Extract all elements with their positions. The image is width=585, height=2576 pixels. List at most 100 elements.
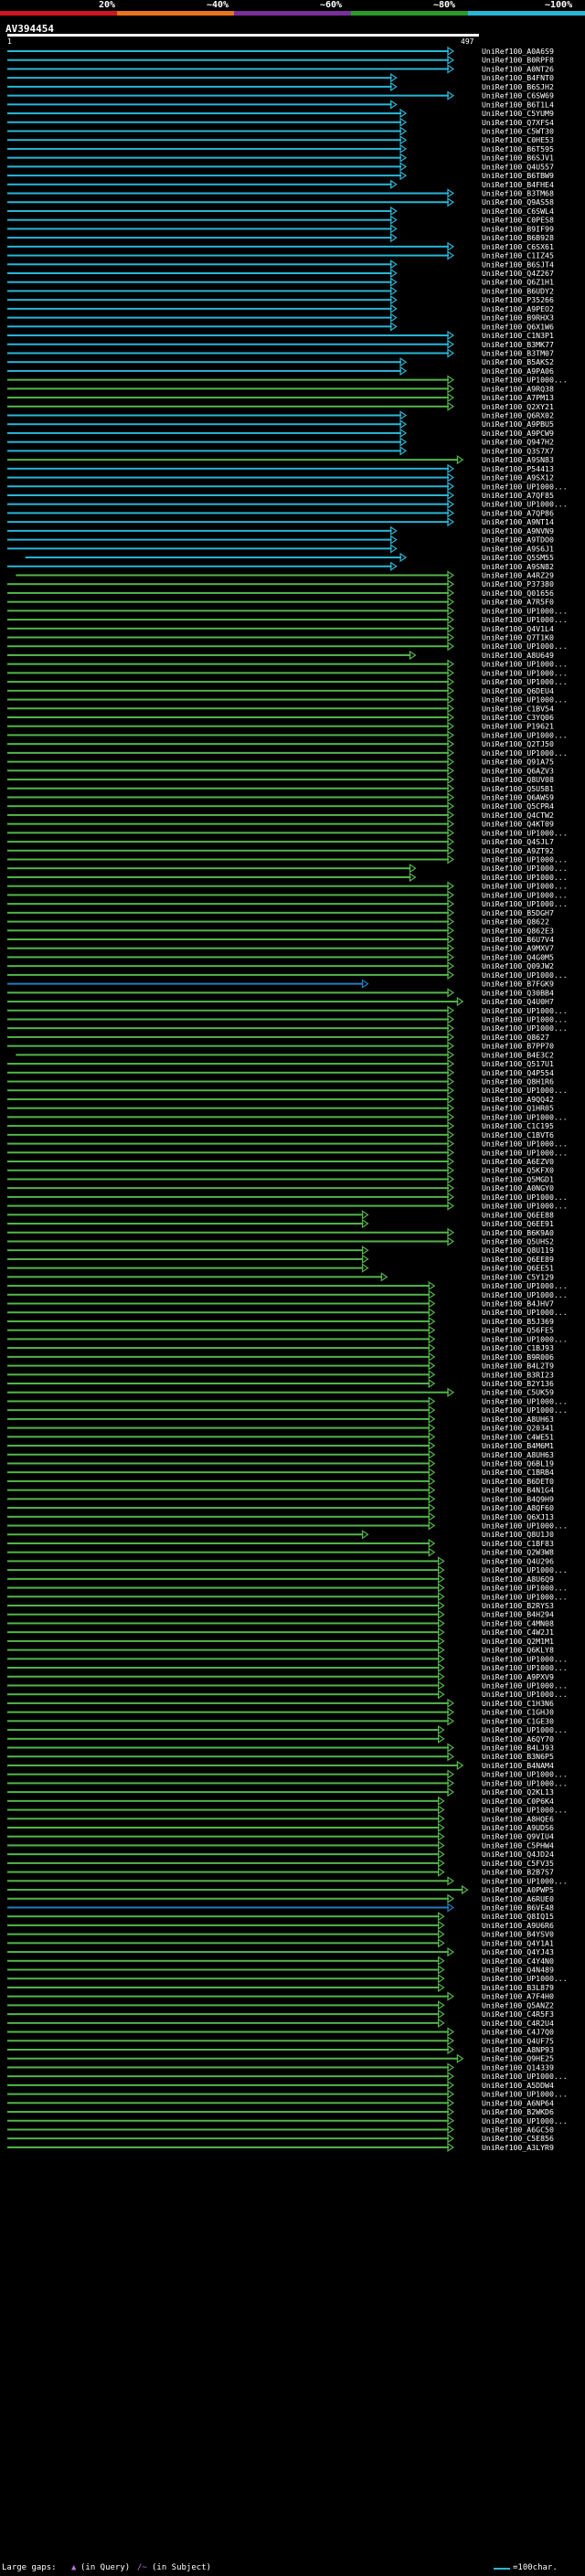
- hit-row[interactable]: UniRef100_UP1000...: [7, 872, 568, 883]
- hit-row[interactable]: UniRef100_UP1000...: [7, 676, 568, 687]
- hit-label[interactable]: UniRef100_C1C195: [482, 1121, 554, 1130]
- hit-row[interactable]: UniRef100_A8NP93: [7, 2044, 554, 2055]
- hit-bar[interactable]: [7, 653, 411, 656]
- hit-bar[interactable]: [7, 689, 449, 692]
- hit-bar[interactable]: [7, 1507, 431, 1510]
- hit-row[interactable]: UniRef100_Q947H2: [7, 437, 554, 447]
- hit-bar[interactable]: [7, 1880, 449, 1882]
- hit-bar[interactable]: [7, 1001, 459, 1003]
- hit-label[interactable]: UniRef100_B6SJH2: [482, 82, 554, 91]
- hit-bar[interactable]: [7, 440, 402, 443]
- hit-label[interactable]: UniRef100_A9RQ38: [482, 384, 554, 393]
- hit-bar[interactable]: [7, 619, 449, 621]
- hit-label[interactable]: UniRef100_P19621: [482, 722, 554, 731]
- hit-bar[interactable]: [7, 1214, 364, 1216]
- hit-row[interactable]: UniRef100_A9QQ42: [7, 1094, 554, 1105]
- hit-label[interactable]: UniRef100_UP1000...: [482, 730, 568, 739]
- hit-bar[interactable]: [7, 1498, 431, 1500]
- hit-bar[interactable]: [7, 1773, 449, 1776]
- hit-row[interactable]: UniRef100_Q2M1M1: [7, 1636, 554, 1647]
- hit-bar[interactable]: [7, 1257, 364, 1260]
- hit-label[interactable]: UniRef100_B9RHX3: [482, 313, 554, 323]
- hit-bar[interactable]: [7, 1995, 449, 1998]
- hit-label[interactable]: UniRef100_A9QQ42: [482, 1095, 554, 1104]
- hit-label[interactable]: UniRef100_A9NT14: [482, 517, 554, 526]
- hit-bar[interactable]: [7, 1400, 431, 1403]
- hit-label[interactable]: UniRef100_C5UK59: [482, 1388, 554, 1397]
- hit-bar[interactable]: [7, 610, 449, 612]
- hit-bar[interactable]: [7, 1861, 440, 1864]
- hit-label[interactable]: UniRef100_Q9VIU4: [482, 1832, 554, 1841]
- hit-bar[interactable]: [7, 467, 449, 470]
- hit-label[interactable]: UniRef100_UP1000...: [482, 873, 568, 882]
- hit-bar[interactable]: [7, 1799, 440, 1802]
- hit-row[interactable]: UniRef100_Q09JW2: [7, 961, 554, 971]
- hit-bar[interactable]: [7, 1684, 440, 1687]
- hit-row[interactable]: UniRef100_Q862E3: [7, 926, 554, 936]
- hit-row[interactable]: UniRef100_UP1000...: [7, 1192, 568, 1203]
- hit-row[interactable]: UniRef100_A6NP64: [7, 2098, 554, 2108]
- hit-row[interactable]: UniRef100_A9NVN9: [7, 525, 554, 536]
- hit-row[interactable]: UniRef100_B7PP70: [7, 1041, 554, 1051]
- hit-bar[interactable]: [7, 485, 449, 488]
- hit-bar[interactable]: [7, 521, 449, 524]
- hit-label[interactable]: UniRef100_B4H294: [482, 1610, 554, 1619]
- hit-row[interactable]: UniRef100_C5UK59: [7, 1387, 554, 1397]
- hit-row[interactable]: UniRef100_A7R5F0: [7, 597, 554, 607]
- hit-label[interactable]: UniRef100_A6NP64: [482, 2098, 554, 2107]
- hit-bar[interactable]: [7, 1347, 431, 1350]
- hit-row[interactable]: UniRef100_A9SN82: [7, 561, 554, 571]
- hit-bar[interactable]: [7, 965, 449, 968]
- hit-row[interactable]: UniRef100_Q7T1K0: [7, 632, 554, 642]
- hit-bar[interactable]: [7, 2128, 449, 2131]
- hit-row[interactable]: UniRef100_UP1000...: [7, 499, 568, 509]
- hit-bar[interactable]: [25, 557, 402, 559]
- hit-bar[interactable]: [7, 973, 449, 976]
- hit-row[interactable]: UniRef100_Q6KLY8: [7, 1645, 554, 1655]
- hit-bar[interactable]: [7, 1906, 449, 1909]
- hit-row[interactable]: UniRef100_A0NT26: [7, 64, 554, 74]
- hit-bar[interactable]: [7, 2030, 449, 2033]
- hit-bar[interactable]: [7, 663, 449, 665]
- hit-row[interactable]: UniRef100_A8U649: [7, 650, 554, 661]
- hit-bar[interactable]: [7, 787, 449, 790]
- hit-row[interactable]: UniRef100_C6SX61: [7, 241, 554, 251]
- hit-row[interactable]: UniRef100_C1H3N6: [7, 1698, 554, 1709]
- hit-row[interactable]: UniRef100_Q6EE91: [7, 1218, 554, 1229]
- hit-row[interactable]: UniRef100_A9MXV7: [7, 943, 554, 953]
- hit-label[interactable]: UniRef100_A4RZ29: [482, 570, 554, 579]
- hit-label[interactable]: UniRef100_Q6AZV3: [482, 766, 554, 775]
- hit-bar[interactable]: [7, 813, 449, 816]
- hit-label[interactable]: UniRef100_Q7XFS4: [482, 118, 554, 127]
- hit-label[interactable]: UniRef100_A8U649: [482, 651, 554, 660]
- hit-label[interactable]: UniRef100_C4W2J1: [482, 1627, 554, 1637]
- hit-bar[interactable]: [7, 1977, 440, 1980]
- hit-bar[interactable]: [7, 769, 449, 772]
- hit-bar[interactable]: [7, 636, 449, 639]
- hit-label[interactable]: UniRef100_UP1000...: [482, 1663, 568, 1672]
- hit-row[interactable]: UniRef100_C5Y129: [7, 1272, 554, 1282]
- hit-row[interactable]: UniRef100_Q4Y1A1: [7, 1938, 554, 1948]
- hit-row[interactable]: UniRef100_UP1000...: [7, 1112, 568, 1122]
- hit-row[interactable]: UniRef100_Q6EE51: [7, 1263, 554, 1273]
- hit-row[interactable]: UniRef100_C1BRB4: [7, 1468, 554, 1478]
- hit-bar[interactable]: [7, 982, 364, 985]
- hit-row[interactable]: UniRef100_Q4YJ43: [7, 1946, 554, 1957]
- hit-bar[interactable]: [7, 1035, 449, 1038]
- hit-row[interactable]: UniRef100_Q8U119: [7, 1246, 554, 1256]
- hit-bar[interactable]: [7, 1462, 431, 1465]
- hit-bar[interactable]: [7, 1729, 440, 1732]
- hit-row[interactable]: UniRef100_Q8IQ15: [7, 1912, 554, 1922]
- hit-bar[interactable]: [7, 1577, 440, 1580]
- hit-bar[interactable]: [7, 1639, 440, 1642]
- hit-bar[interactable]: [7, 1453, 431, 1456]
- hit-label[interactable]: UniRef100_C6SX61: [482, 242, 554, 251]
- hit-bar[interactable]: [7, 1195, 449, 1198]
- hit-label[interactable]: UniRef100_Q91A75: [482, 758, 554, 767]
- hit-bar[interactable]: [7, 369, 402, 372]
- hit-label[interactable]: UniRef100_UP1000...: [482, 1112, 568, 1121]
- hit-label[interactable]: UniRef100_A9TDO0: [482, 535, 554, 545]
- hit-label[interactable]: UniRef100_UP1000...: [482, 1770, 568, 1779]
- hit-label[interactable]: UniRef100_UP1000...: [482, 1140, 568, 1149]
- hit-row[interactable]: UniRef100_Q4CTW2: [7, 810, 554, 821]
